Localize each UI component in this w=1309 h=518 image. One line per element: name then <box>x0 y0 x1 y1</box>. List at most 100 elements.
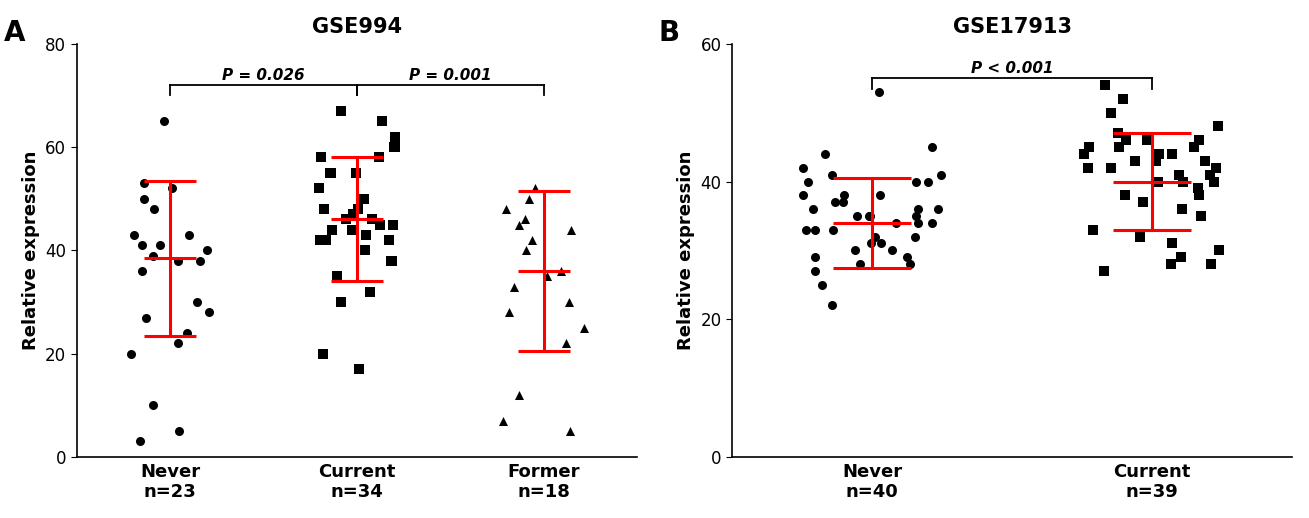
Point <box>196 246 217 254</box>
Point <box>805 253 826 262</box>
Point <box>315 236 336 244</box>
Point <box>198 308 219 316</box>
Point <box>319 169 340 177</box>
Y-axis label: Relative expression: Relative expression <box>21 151 39 350</box>
Point <box>537 272 558 280</box>
Point <box>385 133 406 141</box>
Point <box>907 205 928 213</box>
Point <box>1109 143 1130 151</box>
Point <box>492 416 513 425</box>
Point <box>348 205 369 213</box>
Point <box>796 225 817 234</box>
Point <box>504 282 525 291</box>
Point <box>370 220 391 228</box>
Point <box>351 195 372 203</box>
Point <box>1148 177 1169 185</box>
Point <box>190 256 211 265</box>
Point <box>322 225 343 234</box>
Point <box>805 225 826 234</box>
Point <box>313 205 334 213</box>
Point <box>870 239 891 248</box>
Point <box>309 236 330 244</box>
Point <box>886 219 907 227</box>
Point <box>850 260 870 268</box>
Point <box>1079 143 1100 151</box>
Point <box>922 143 942 151</box>
Point <box>922 219 942 227</box>
Point <box>865 233 886 241</box>
Point <box>508 391 529 399</box>
Point <box>355 246 376 254</box>
Point <box>378 236 399 244</box>
Point <box>928 205 949 213</box>
Point <box>187 298 208 306</box>
Point <box>860 212 881 220</box>
Point <box>154 117 175 125</box>
Point <box>353 195 374 203</box>
Title: GSE994: GSE994 <box>312 17 402 37</box>
Point <box>869 191 890 199</box>
Point <box>1161 150 1182 158</box>
Point <box>1094 81 1115 89</box>
Point <box>521 236 542 244</box>
Point <box>516 246 537 254</box>
Point <box>1208 246 1229 254</box>
Point <box>1187 184 1208 193</box>
Point <box>326 272 347 280</box>
Point <box>1172 205 1192 213</box>
Point <box>1183 143 1204 151</box>
Point <box>120 350 141 358</box>
Point <box>348 365 369 373</box>
Point <box>1170 253 1191 262</box>
Point <box>335 215 356 224</box>
Point <box>1100 164 1121 172</box>
Point <box>143 251 164 260</box>
Point <box>518 195 539 203</box>
Point <box>1145 157 1166 165</box>
Point <box>514 215 535 224</box>
Point <box>384 143 404 151</box>
Point <box>1077 164 1098 172</box>
Point <box>1115 136 1136 145</box>
Point <box>1161 239 1182 248</box>
Point <box>859 212 880 220</box>
Point <box>558 298 579 306</box>
Point <box>130 437 151 445</box>
Point <box>372 117 393 125</box>
Point <box>134 195 154 203</box>
Point <box>918 177 939 185</box>
Point <box>792 164 813 172</box>
Point <box>906 177 927 185</box>
Point <box>321 169 342 177</box>
Point <box>882 246 903 254</box>
Point <box>381 256 402 265</box>
Point <box>1093 267 1114 275</box>
Point <box>1107 129 1128 137</box>
Point <box>161 184 182 193</box>
Text: B: B <box>658 19 681 47</box>
Point <box>798 177 819 185</box>
Point <box>382 220 403 228</box>
Point <box>355 231 376 239</box>
Point <box>822 225 843 234</box>
Point <box>308 184 329 193</box>
Point <box>1161 260 1182 268</box>
Point <box>1194 157 1215 165</box>
Text: A: A <box>4 19 25 47</box>
Point <box>573 324 594 332</box>
Point <box>310 153 331 162</box>
Point <box>360 287 381 296</box>
Point <box>1200 260 1221 268</box>
Point <box>143 401 164 409</box>
Point <box>833 198 853 206</box>
Point <box>178 231 199 239</box>
Point <box>821 170 842 179</box>
Point <box>177 329 198 337</box>
Point <box>1169 170 1190 179</box>
Point <box>385 143 406 151</box>
Point <box>131 241 152 249</box>
Point <box>149 241 170 249</box>
Point <box>805 267 826 275</box>
Y-axis label: Relative expression: Relative expression <box>677 151 695 350</box>
Point <box>168 256 188 265</box>
